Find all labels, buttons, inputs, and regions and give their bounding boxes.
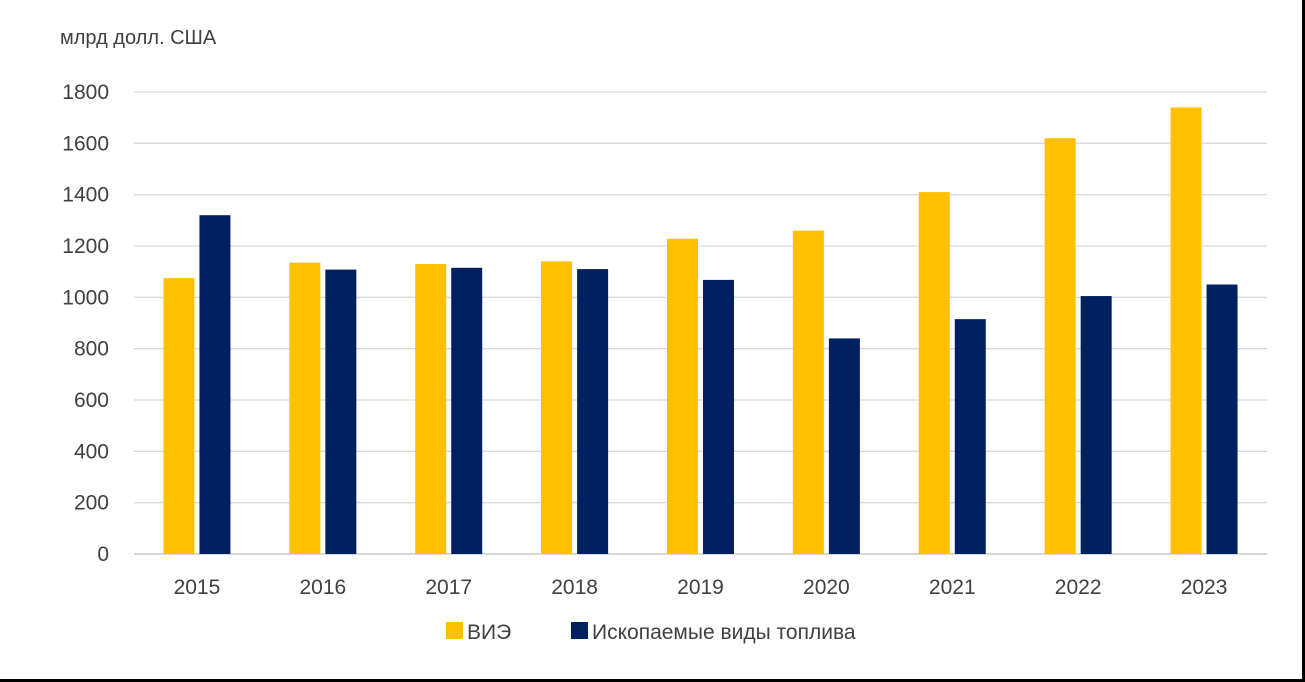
x-tick-label: 2021 [929,576,976,599]
y-tick-label: 400 [74,440,109,463]
y-tick-label: 600 [74,389,109,412]
bar-series-1-2015 [199,215,231,554]
bar-series-1-2018 [577,269,609,554]
bar-series-1-2017 [451,267,483,554]
bar-series-0-2015 [163,278,195,554]
legend-swatch-1 [571,622,588,639]
x-tick-label: 2020 [803,576,850,599]
legend: ВИЭ Ископаемые виды топлива [446,621,856,644]
bar-series-0-2023 [1170,107,1202,555]
x-tick-label: 2018 [551,576,598,599]
y-tick-label: 1800 [62,81,109,104]
y-tick-label: 1600 [62,132,109,155]
y-tick-label: 200 [74,492,109,515]
y-axis-ticks: 0 200 400 600 800 1000 1200 1400 1600 1800 [62,81,109,566]
legend-label-1: Ископаемые виды топлива [592,621,856,644]
gridlines [134,91,1267,555]
bar-series-0-2016 [289,262,321,554]
bar-series-1-2021 [954,319,986,554]
y-tick-label: 1400 [62,184,109,207]
bar-series-1-2020 [828,338,860,554]
x-tick-label: 2022 [1055,576,1102,599]
y-tick-label: 800 [74,338,109,361]
legend-swatch-0 [446,622,463,639]
bar-series-0-2018 [541,261,573,554]
bar-series-0-2021 [918,192,950,554]
bar-series-0-2019 [667,238,698,554]
bar-series-0-2017 [415,263,447,554]
unit-label: млрд долл. США [60,27,217,49]
bars [163,107,1238,555]
bar-series-1-2019 [703,279,734,554]
y-tick-label: 1000 [62,286,109,309]
x-tick-label: 2015 [174,576,221,599]
bar-series-1-2023 [1206,284,1238,554]
legend-label-0: ВИЭ [467,621,511,644]
bar-series-0-2020 [792,230,824,554]
y-tick-label: 1200 [62,235,109,258]
x-tick-label: 2019 [677,576,724,599]
bar-series-1-2022 [1080,296,1112,554]
bar-series-1-2016 [325,269,357,554]
x-tick-label: 2023 [1181,576,1228,599]
x-tick-label: 2017 [425,576,472,599]
x-tick-label: 2016 [299,576,346,599]
x-axis-ticks: 2015 2016 2017 2018 2019 2020 2021 2022 2023 [174,576,1228,599]
bar-series-0-2022 [1044,138,1076,554]
y-tick-label: 0 [97,543,109,566]
